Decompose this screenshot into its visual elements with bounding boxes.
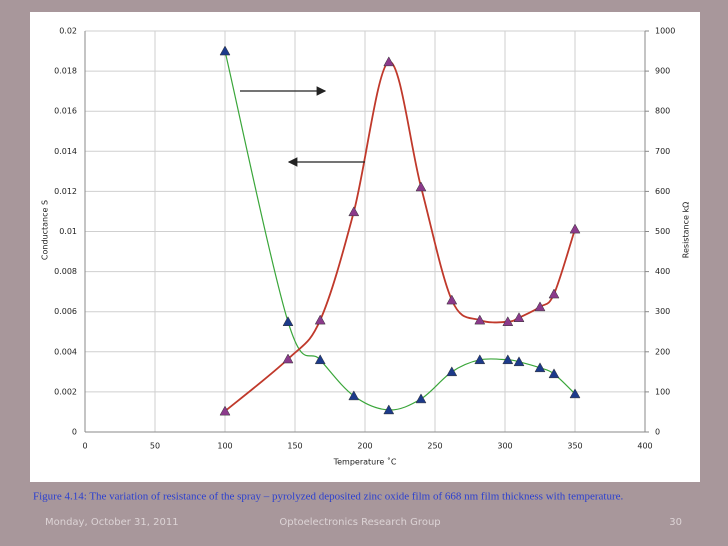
marker xyxy=(474,314,486,325)
y2-tick-label: 800 xyxy=(655,107,670,116)
marker xyxy=(548,368,560,379)
x-tick-label: 250 xyxy=(427,442,442,451)
x-axis-title: Temperature ˚C xyxy=(333,457,397,467)
marker xyxy=(502,316,514,326)
marker xyxy=(383,56,395,67)
marker xyxy=(314,314,326,325)
y2-tick-label: 300 xyxy=(655,307,670,316)
y-tick-label: 0.004 xyxy=(54,347,77,356)
y-tick-label: 0.018 xyxy=(54,67,77,76)
y-tick-label: 0 xyxy=(72,428,77,437)
y2-axis-title: Resistance kΩ xyxy=(682,202,691,258)
y-tick-label: 0.002 xyxy=(54,387,77,396)
x-tick-label: 400 xyxy=(637,442,652,451)
y2-tick-label: 400 xyxy=(655,267,670,276)
y2-tick-label: 0 xyxy=(655,428,660,437)
plot: 0 50 100 150 200 250 300 350 40000.0020.0040.006… xyxy=(54,27,675,451)
marker xyxy=(548,288,560,299)
y-tick-label: 0.006 xyxy=(54,307,77,316)
y2-tick-label: 600 xyxy=(655,187,670,196)
marker xyxy=(282,316,294,326)
marker xyxy=(446,294,458,305)
marker xyxy=(474,354,486,365)
marker xyxy=(513,356,525,367)
marker xyxy=(569,388,581,399)
marker xyxy=(415,393,427,404)
marker xyxy=(513,312,525,322)
marker xyxy=(348,206,360,217)
marker xyxy=(534,362,546,373)
x-tick-label: 350 xyxy=(567,442,582,451)
marker xyxy=(219,45,231,56)
x-tick-label: 100 xyxy=(217,442,232,451)
y2-tick-label: 200 xyxy=(655,347,670,356)
y-tick-label: 0.014 xyxy=(54,147,77,156)
y-tick-label: 0.008 xyxy=(54,267,77,276)
y-tick-label: 0.016 xyxy=(54,107,77,116)
y2-tick-label: 100 xyxy=(655,387,670,396)
y2-tick-label: 700 xyxy=(655,147,670,156)
y-axis-title: Conductance S xyxy=(41,200,50,260)
y-tick-label: 0.01 xyxy=(59,227,77,236)
x-tick-label: 200 xyxy=(357,442,372,451)
x-tick-label: 0 xyxy=(82,442,87,451)
caption: Figure 4.14: The variation of resistance… xyxy=(33,491,624,503)
y2-tick-label: 500 xyxy=(655,227,670,236)
y-tick-label: 0.02 xyxy=(59,27,77,36)
y-tick-label: 0.012 xyxy=(54,187,77,196)
marker xyxy=(415,181,427,192)
marker xyxy=(569,223,581,234)
y2-tick-label: 1000 xyxy=(655,27,675,36)
footer-group: Optoelectronics Research Group xyxy=(279,517,440,528)
marker xyxy=(383,404,395,415)
y2-tick-label: 900 xyxy=(655,67,670,76)
footer-page: 30 xyxy=(669,517,682,528)
marker xyxy=(446,366,458,377)
x-tick-label: 150 xyxy=(287,442,302,451)
marker xyxy=(502,354,514,365)
x-tick-label: 300 xyxy=(497,442,512,451)
marker xyxy=(282,353,294,364)
marker xyxy=(534,301,546,312)
marker xyxy=(348,390,360,401)
footer-date: Monday, October 31, 2011 xyxy=(45,517,179,528)
marker xyxy=(219,405,231,416)
x-tick-label: 50 xyxy=(150,442,160,451)
marker xyxy=(314,354,326,365)
